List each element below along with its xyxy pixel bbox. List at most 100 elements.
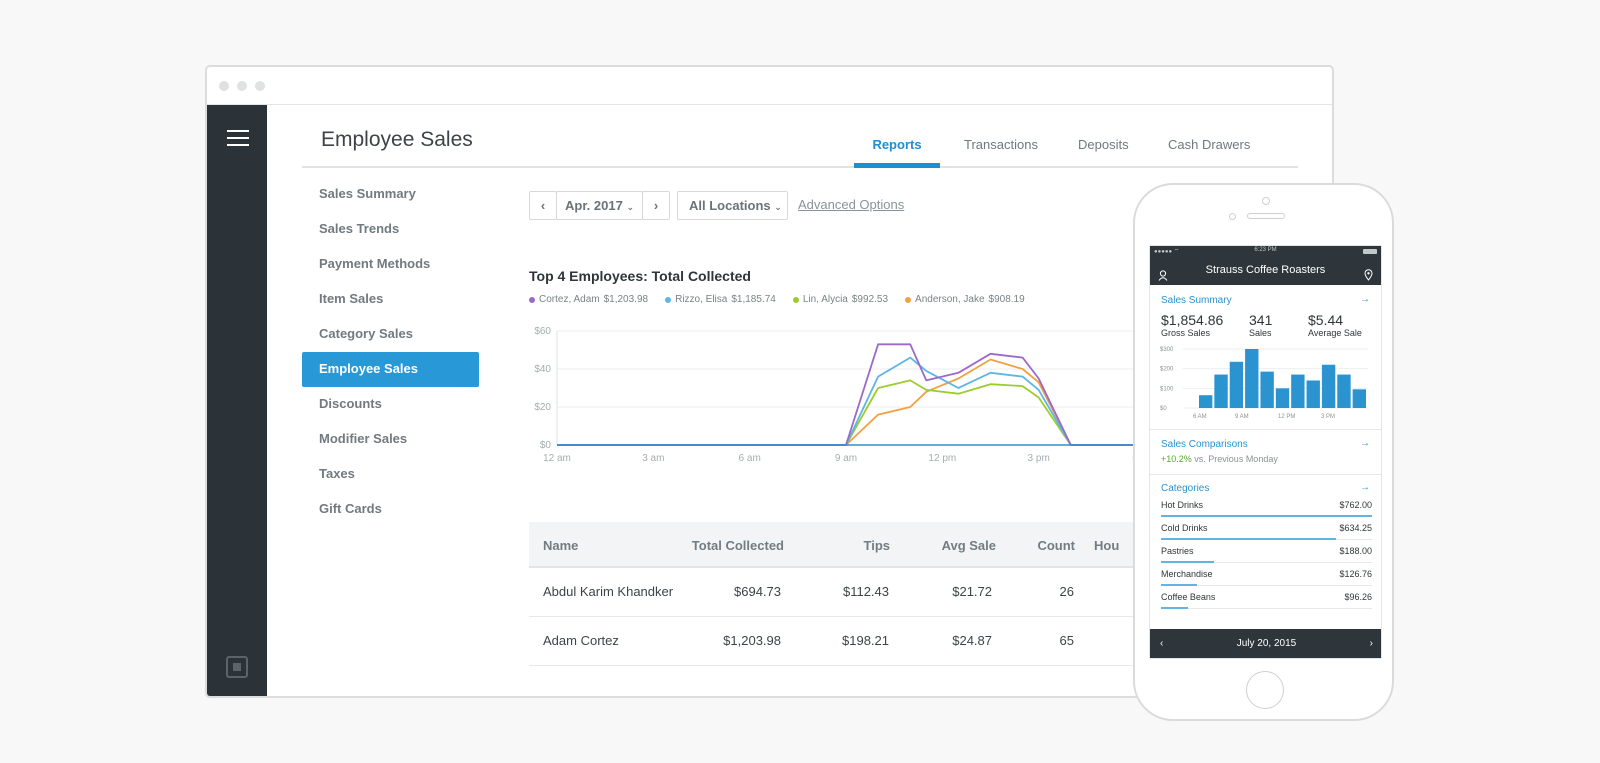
employee-table: Name Total Collected Tips Avg Sale Count… (529, 522, 1149, 666)
average-sale-label: Average Sale (1308, 328, 1362, 338)
category-row[interactable]: Cold Drinks $634.25 (1161, 517, 1372, 540)
next-month-button[interactable]: › (642, 191, 670, 220)
chevron-left-icon[interactable]: ‹ (1160, 638, 1164, 649)
location-pin-icon[interactable] (1364, 265, 1373, 291)
category-name: Cold Drinks (1161, 523, 1208, 533)
window-dot-maximize[interactable] (255, 81, 265, 91)
sales-count-value: 341 (1249, 312, 1273, 328)
header-count[interactable]: Count (1037, 538, 1075, 553)
arrow-right-icon[interactable]: → (1360, 438, 1370, 449)
bar (1229, 361, 1244, 408)
legend-name: Rizzo, Elisa (675, 294, 728, 305)
category-row[interactable]: Merchandise $126.76 (1161, 563, 1372, 586)
y-tick-label: $200 (1160, 367, 1174, 373)
nav-item-employee-sales[interactable]: Employee Sales (302, 352, 479, 387)
categories-title[interactable]: Categories (1161, 483, 1210, 494)
legend-total: $1,185.74 (731, 294, 776, 305)
cell-tips: $198.21 (842, 633, 889, 648)
category-share-bar (1161, 538, 1337, 540)
tab-reports[interactable]: Reports (854, 137, 940, 168)
comparison-change: +10.2% (1161, 454, 1192, 464)
category-value: $126.76 (1339, 569, 1372, 579)
cell-name: Abdul Karim Khandker (543, 584, 674, 599)
month-select[interactable]: Apr. 2017 ⌄ (556, 191, 643, 220)
date-footer: ‹ July 20, 2015 › (1150, 629, 1381, 658)
chart-legend: Cortez, Adam $1,203.98 Rizzo, Elisa $1,185… (529, 294, 1025, 305)
arrow-right-icon[interactable]: → (1360, 294, 1370, 305)
window-dot-close[interactable] (219, 81, 229, 91)
legend-item: Rizzo, Elisa $1,185.74 (665, 294, 776, 305)
header-name[interactable]: Name (543, 538, 579, 553)
tab-deposits[interactable]: Deposits (1078, 137, 1129, 152)
header-avg-sale[interactable]: Avg Sale (941, 538, 996, 553)
category-row[interactable]: Pastries $188.00 (1161, 540, 1372, 563)
category-row[interactable]: Coffee Beans $96.26 (1161, 586, 1372, 609)
cell-name: Adam Cortez (543, 633, 619, 648)
window-dot-minimize[interactable] (237, 81, 247, 91)
x-tick-label: 12 am (543, 453, 571, 464)
category-value: $96.26 (1344, 592, 1372, 602)
nav-item-discounts[interactable]: Discounts (319, 396, 382, 411)
legend-swatch (792, 296, 799, 303)
legend-total: $1,203.98 (603, 294, 649, 305)
series-line (557, 343, 1135, 446)
chevron-left-icon: ‹ (540, 198, 546, 213)
nav-item-sales-trends[interactable]: Sales Trends (319, 221, 400, 236)
location-select[interactable]: All Locations ⌄ (677, 191, 788, 220)
category-name: Merchandise (1161, 569, 1213, 579)
nav-item-gift-cards[interactable]: Gift Cards (319, 501, 382, 516)
x-tick-label: 12 PM (1278, 414, 1295, 420)
bar (1291, 374, 1305, 408)
sales-comparisons-title[interactable]: Sales Comparisons (1161, 439, 1248, 450)
comparison-text: vs. Previous Monday (1194, 454, 1278, 464)
phone-screen: ●●●●● ⌔ 6:23 PM Strauss Coffee Roasters … (1149, 245, 1382, 659)
category-share-bar (1161, 561, 1214, 563)
average-sale-value: $5.44 (1308, 312, 1344, 328)
page-title: Employee Sales (321, 128, 473, 151)
phone-camera (1262, 197, 1270, 205)
table-row[interactable]: Abdul Karim Khandker $694.73 $112.43 $21… (529, 568, 1149, 617)
x-tick-label: 9 AM (1235, 414, 1249, 420)
divider (1150, 429, 1381, 430)
cell-tips: $112.43 (842, 584, 889, 599)
phone-speaker (1247, 213, 1285, 219)
menu-icon[interactable] (227, 130, 249, 146)
sales-summary-title[interactable]: Sales Summary (1161, 295, 1232, 306)
tab-transactions[interactable]: Transactions (964, 137, 1038, 152)
square-logo-icon[interactable] (226, 656, 248, 678)
series-line (557, 379, 1135, 446)
nav-item-modifier-sales[interactable]: Modifier Sales (319, 431, 408, 446)
header-hours[interactable]: Hou (1094, 538, 1120, 553)
profile-icon[interactable] (1158, 265, 1168, 291)
cell-total-collected: $694.73 (734, 584, 781, 599)
tab-cash-drawers[interactable]: Cash Drawers (1168, 137, 1251, 152)
prev-month-button[interactable]: ‹ (529, 191, 557, 220)
arrow-right-icon[interactable]: → (1360, 482, 1370, 493)
nav-item-item-sales[interactable]: Item Sales (319, 291, 384, 306)
cell-total-collected: $1,203.98 (723, 633, 781, 648)
bar (1275, 388, 1290, 408)
header-total-collected[interactable]: Total Collected (691, 538, 784, 553)
tab-reports-label: Reports (872, 137, 922, 152)
divider (1150, 474, 1381, 475)
legend-name: Lin, Alycia (802, 294, 848, 305)
phone-status-bar: ●●●●● ⌔ 6:23 PM (1150, 246, 1381, 257)
category-row[interactable]: Hot Drinks $762.00 (1161, 494, 1372, 517)
y-tick-label: $100 (1160, 386, 1174, 392)
y-tick-label: $0 (1160, 406, 1167, 412)
category-name: Hot Drinks (1161, 500, 1204, 510)
bar (1214, 374, 1228, 408)
phone-home-button[interactable] (1246, 671, 1284, 709)
chevron-right-icon[interactable]: › (1369, 638, 1373, 649)
nav-item-sales-summary[interactable]: Sales Summary (319, 186, 416, 201)
legend-swatch (665, 296, 672, 303)
chevron-down-icon: ⌄ (774, 202, 782, 212)
browser-titlebar (207, 67, 1332, 105)
nav-item-payment-methods[interactable]: Payment Methods (319, 256, 431, 271)
header-tips[interactable]: Tips (863, 538, 891, 553)
advanced-options-link[interactable]: Advanced Options (798, 197, 905, 212)
nav-item-taxes[interactable]: Taxes (319, 466, 355, 481)
top-tabs: Reports Transactions Deposits Cash Drawe… (302, 127, 1298, 168)
table-row[interactable]: Adam Cortez $1,203.98 $198.21 $24.87 65 (529, 617, 1149, 666)
nav-item-category-sales[interactable]: Category Sales (319, 326, 413, 341)
